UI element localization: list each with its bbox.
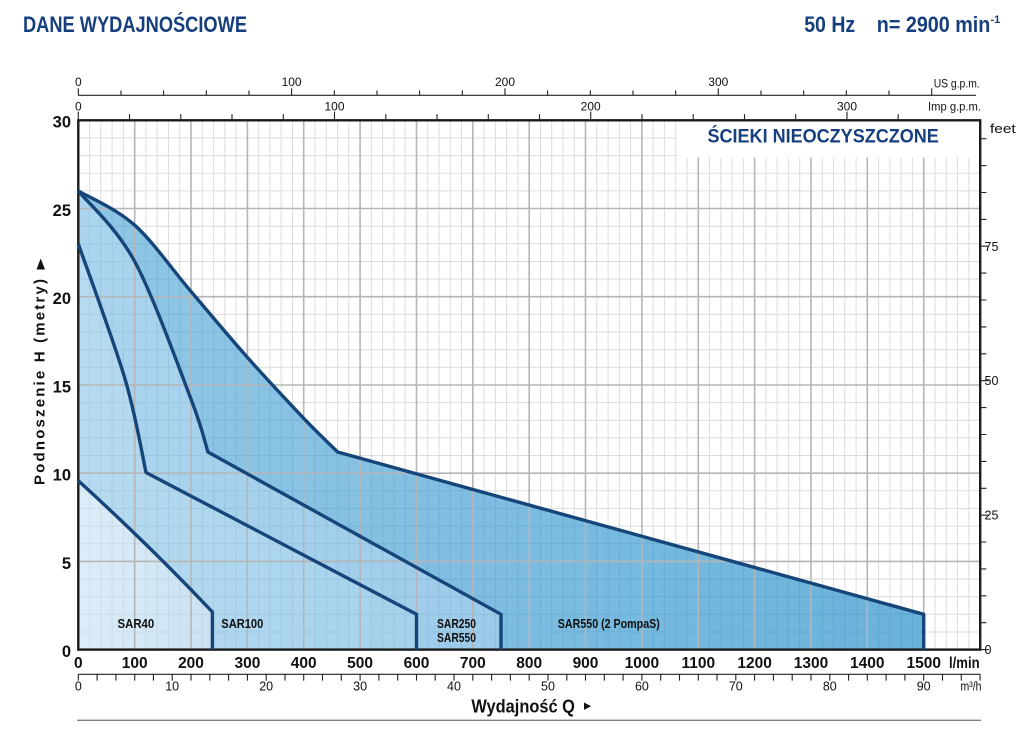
svg-text:300: 300	[837, 100, 857, 114]
svg-text:200: 200	[581, 100, 601, 114]
svg-text:100: 100	[282, 75, 302, 89]
svg-text:0: 0	[985, 643, 992, 657]
svg-text:600: 600	[404, 655, 430, 672]
svg-text:50: 50	[985, 374, 999, 388]
svg-text:0: 0	[75, 75, 82, 89]
svg-text:SAR40: SAR40	[118, 617, 155, 631]
svg-text:90: 90	[917, 679, 931, 693]
svg-text:70: 70	[729, 679, 743, 693]
svg-text:0: 0	[75, 100, 82, 114]
svg-text:l/min: l/min	[949, 655, 980, 672]
svg-text:SAR550: SAR550	[437, 631, 476, 645]
svg-text:DANE WYDAJNOŚCIOWE: DANE WYDAJNOŚCIOWE	[23, 12, 247, 37]
svg-text:15: 15	[53, 378, 71, 396]
svg-text:US g.p.m.: US g.p.m.	[934, 76, 980, 90]
svg-text:ŚCIEKI NIEOCZYSZCZONE: ŚCIEKI NIEOCZYSZCZONE	[708, 125, 939, 147]
svg-text:500: 500	[347, 655, 373, 672]
svg-text:10: 10	[165, 679, 179, 693]
svg-text:0: 0	[74, 655, 83, 672]
svg-text:25: 25	[985, 509, 999, 523]
svg-text:Imp g.p.m.: Imp g.p.m.	[928, 100, 981, 114]
svg-text:1500: 1500	[906, 655, 940, 672]
svg-text:400: 400	[291, 655, 317, 672]
svg-text:100: 100	[122, 655, 148, 672]
svg-text:80: 80	[823, 679, 837, 693]
svg-text:feet: feet	[990, 122, 1016, 136]
svg-text:100: 100	[324, 100, 344, 114]
svg-text:-1: -1	[991, 14, 1001, 26]
svg-text:n= 2900 min: n= 2900 min	[877, 12, 991, 37]
svg-text:5: 5	[62, 555, 71, 573]
svg-text:300: 300	[234, 655, 260, 672]
svg-text:50: 50	[541, 679, 555, 693]
svg-text:75: 75	[985, 240, 999, 254]
svg-text:30: 30	[53, 114, 71, 132]
svg-text:SAR550 (2 PompaS): SAR550 (2 PompaS)	[558, 617, 660, 631]
svg-text:0: 0	[62, 643, 71, 661]
svg-text:Wydajność Q: Wydajność Q	[471, 697, 575, 717]
svg-text:900: 900	[573, 655, 599, 672]
svg-text:20: 20	[53, 290, 71, 308]
svg-text:40: 40	[447, 679, 461, 693]
svg-text:700: 700	[460, 655, 486, 672]
svg-text:SAR100: SAR100	[221, 617, 263, 631]
svg-text:25: 25	[53, 202, 71, 220]
svg-text:1100: 1100	[681, 655, 715, 672]
svg-text:800: 800	[516, 655, 542, 672]
svg-text:m³/h: m³/h	[961, 679, 982, 693]
svg-text:1000: 1000	[625, 655, 659, 672]
svg-text:20: 20	[259, 679, 273, 693]
svg-text:60: 60	[635, 679, 649, 693]
svg-text:10: 10	[53, 467, 71, 485]
svg-text:SAR250: SAR250	[437, 617, 476, 631]
svg-text:Podnoszenie H (metry): Podnoszenie H (metry)	[31, 279, 48, 485]
svg-text:1400: 1400	[850, 655, 884, 672]
svg-text:1200: 1200	[737, 655, 771, 672]
svg-text:200: 200	[178, 655, 204, 672]
svg-text:0: 0	[75, 679, 82, 693]
svg-text:300: 300	[708, 75, 728, 89]
svg-text:30: 30	[353, 679, 367, 693]
svg-text:200: 200	[495, 75, 515, 89]
svg-text:50 Hz: 50 Hz	[804, 12, 855, 37]
svg-text:1300: 1300	[794, 655, 828, 672]
